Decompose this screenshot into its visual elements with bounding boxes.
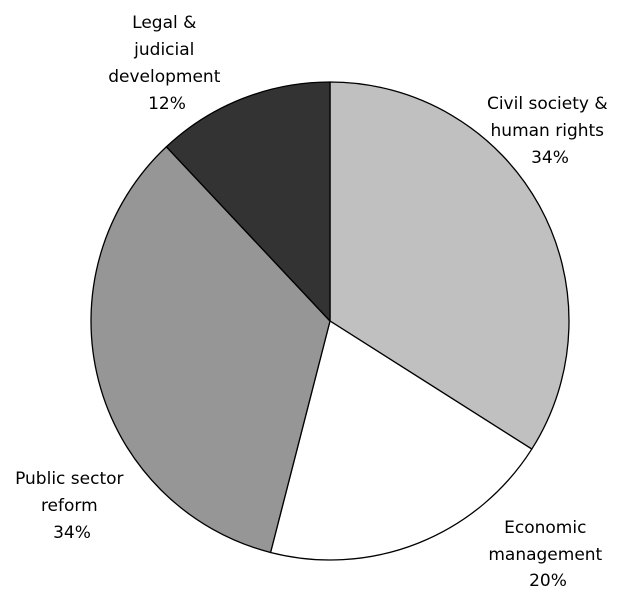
pie-slice-public-sector-reform <box>90 146 331 554</box>
slice-label-civil-society: Civil society & human rights 34% <box>487 94 613 168</box>
pie-slice-legal-judicial <box>165 81 331 322</box>
slice-label-legal-judicial: Legal & judicial development 12% <box>108 13 226 114</box>
slice-label-public-sector-reform: Public sector reform 34% <box>15 469 129 543</box>
pie-slices <box>90 81 570 561</box>
pie-labels: Civil society & human rights 34% Economi… <box>15 13 613 590</box>
pie-slice-economic-management <box>269 320 533 561</box>
pie-slice-civil-society <box>329 81 570 450</box>
slice-label-economic-management: Economic management 20% <box>488 518 607 590</box>
